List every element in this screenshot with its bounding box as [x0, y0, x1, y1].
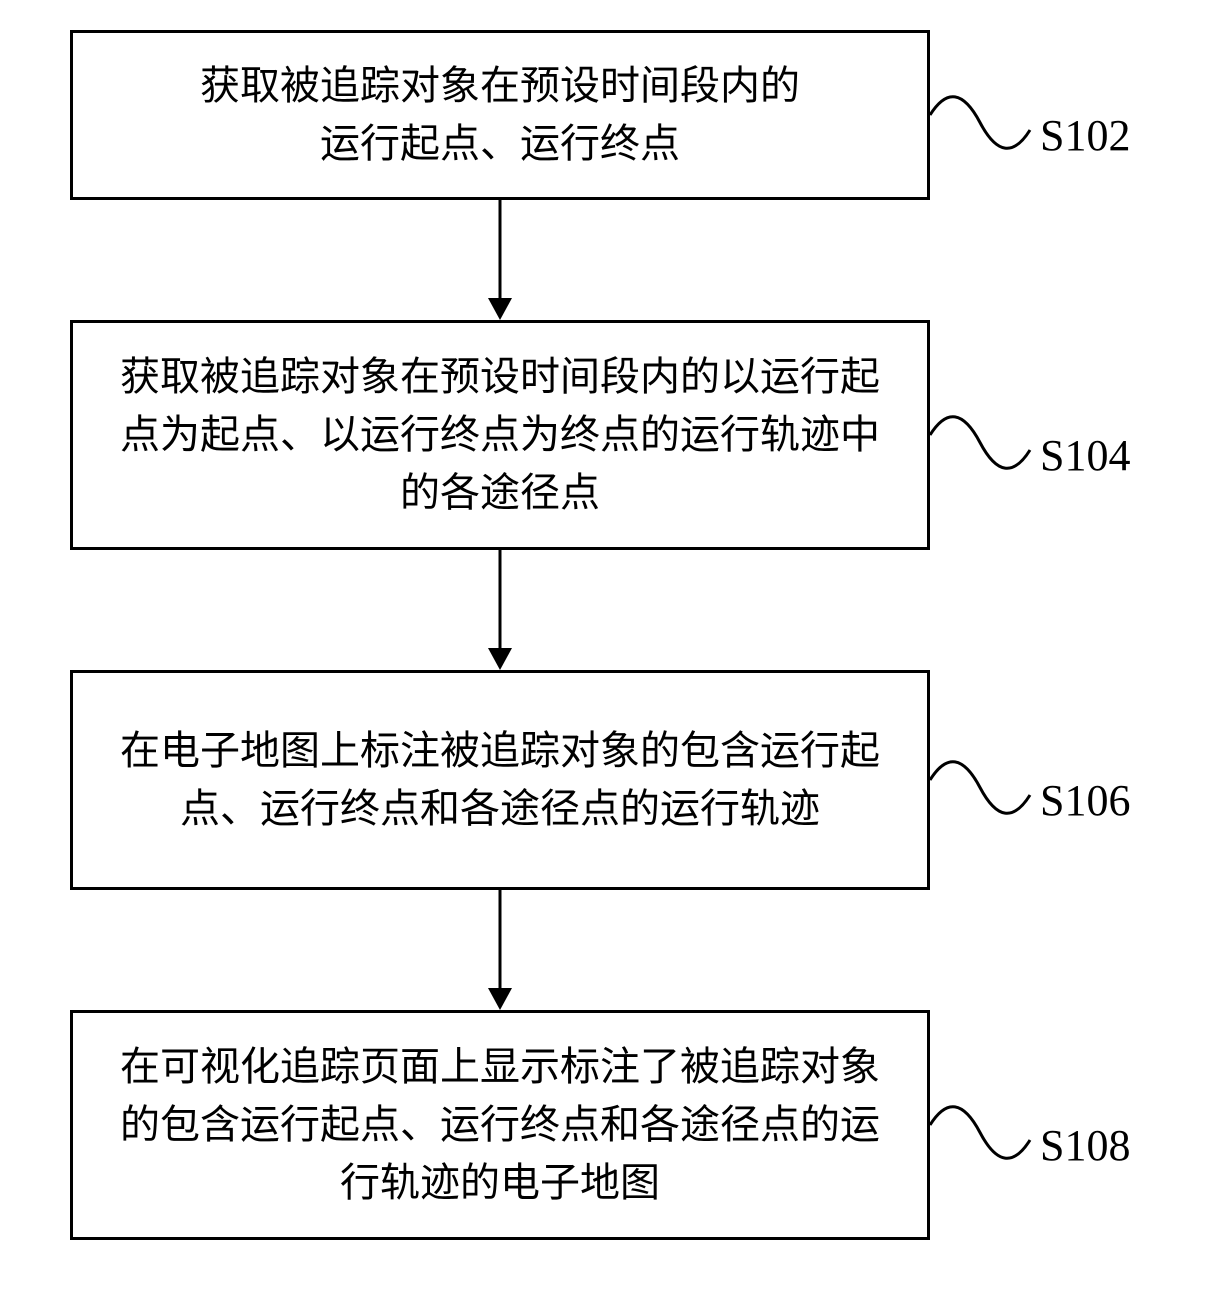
- flow-node-2-text: 获取被追踪对象在预设时间段内的以运行起 点为起点、以运行终点为终点的运行轨迹中 …: [120, 348, 880, 522]
- flowchart-container: 获取被追踪对象在预设时间段内的 运行起点、运行终点 S102 获取被追踪对象在预…: [0, 0, 1216, 1314]
- step-label-3: S106: [1040, 775, 1130, 826]
- flow-node-4: 在可视化追踪页面上显示标注了被追踪对象 的包含运行起点、运行终点和各途径点的运 …: [70, 1010, 930, 1240]
- flow-node-1-text: 获取被追踪对象在预设时间段内的 运行起点、运行终点: [200, 57, 800, 173]
- flow-node-4-text: 在可视化追踪页面上显示标注了被追踪对象 的包含运行起点、运行终点和各途径点的运 …: [120, 1038, 880, 1212]
- flow-node-3-text: 在电子地图上标注被追踪对象的包含运行起 点、运行终点和各途径点的运行轨迹: [120, 722, 880, 838]
- flow-node-2: 获取被追踪对象在预设时间段内的以运行起 点为起点、以运行终点为终点的运行轨迹中 …: [70, 320, 930, 550]
- step-label-2: S104: [1040, 430, 1130, 481]
- flow-node-1: 获取被追踪对象在预设时间段内的 运行起点、运行终点: [70, 30, 930, 200]
- step-label-1: S102: [1040, 110, 1130, 161]
- step-label-4: S108: [1040, 1120, 1130, 1171]
- flow-node-3: 在电子地图上标注被追踪对象的包含运行起 点、运行终点和各途径点的运行轨迹: [70, 670, 930, 890]
